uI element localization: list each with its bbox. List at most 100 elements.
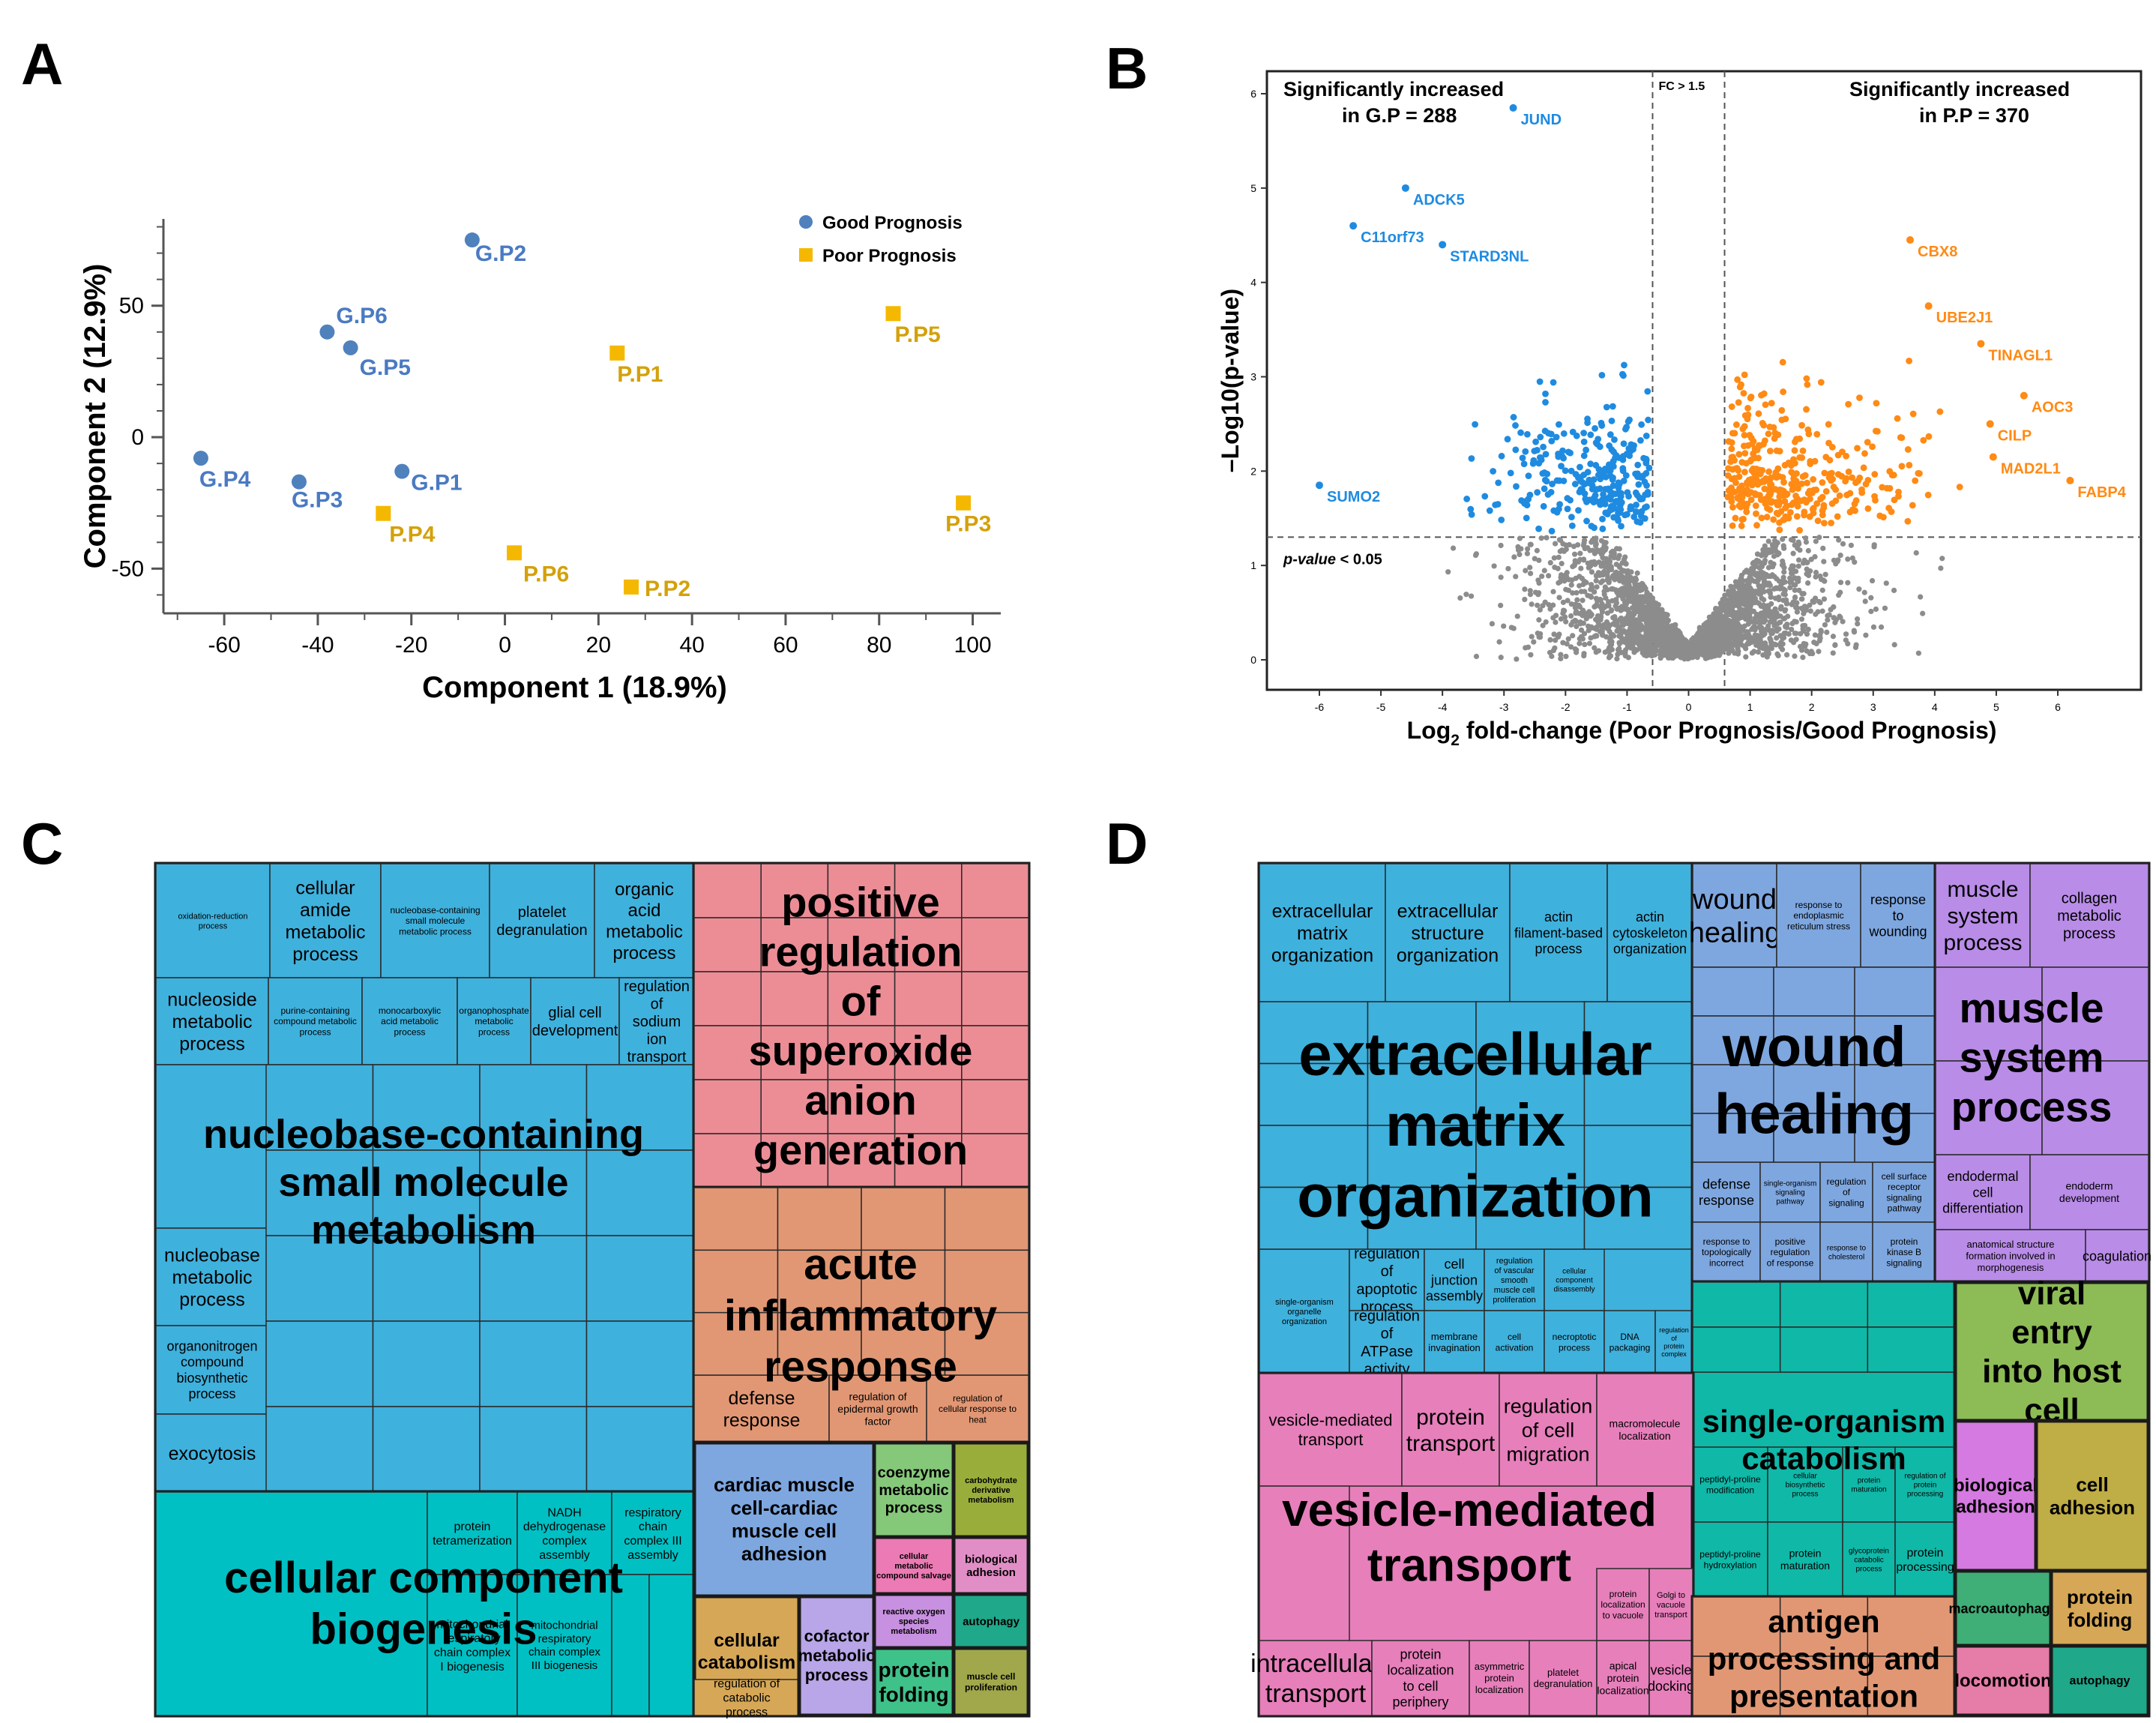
point-up [1799, 447, 1807, 454]
point-down [1560, 430, 1568, 437]
term-cell [1842, 1521, 1896, 1598]
point-ns [1661, 622, 1668, 628]
point-ns [1670, 648, 1676, 654]
point-down [1640, 454, 1647, 462]
point-ns [1560, 640, 1566, 646]
term-label-line: NADH [547, 1506, 581, 1519]
point-ns [1705, 640, 1711, 646]
term-label: cell activation [1496, 1332, 1534, 1353]
term-label-line: dehydrogenase [523, 1521, 606, 1533]
point-ns [1816, 649, 1822, 655]
term-label-line: catabolic [1854, 1557, 1883, 1565]
point-down [1544, 470, 1551, 478]
gene-point [1401, 184, 1409, 192]
point-ns [1581, 652, 1587, 659]
term-label-line: process [885, 1500, 943, 1517]
term-label-line: migration [1506, 1443, 1589, 1465]
point-ns [1616, 556, 1621, 562]
point-ns [1555, 565, 1561, 571]
point-ns [1819, 608, 1825, 614]
x-axis-title-sub: 2 [1451, 732, 1460, 749]
term-label-line: to vacuole [1603, 1610, 1644, 1620]
term-label: asymmetric protein localization [1475, 1661, 1525, 1695]
point-ns [1913, 550, 1919, 556]
term-label: response to topologically incorrect [1702, 1236, 1751, 1268]
point-ns [1672, 653, 1678, 659]
term-label-line: species [899, 1617, 929, 1626]
point-down [1616, 491, 1624, 499]
point-ns [1748, 577, 1754, 583]
term-label-line: muscle cell [1494, 1286, 1535, 1295]
point-ns [1525, 644, 1532, 650]
point-up [1909, 502, 1916, 509]
point-ns [1525, 546, 1531, 552]
point-ns [1654, 604, 1660, 610]
point-ns [1618, 615, 1624, 622]
x-tick-label: 6 [2055, 701, 2061, 713]
point-ns [1617, 570, 1623, 576]
point-ns [1632, 580, 1638, 586]
point-up [1813, 500, 1821, 508]
point-up [1925, 433, 1933, 440]
point-ns [1918, 594, 1924, 600]
term-label-line: regulation of [714, 1678, 780, 1691]
point-up [1750, 450, 1757, 457]
term-cell [760, 1079, 829, 1134]
term-label: single-organism organelle organization [1275, 1298, 1334, 1326]
point-up [1820, 502, 1828, 509]
point-up [1956, 484, 1963, 490]
point-ns [1725, 646, 1731, 652]
term-label-line: autophagy [2070, 1675, 2131, 1688]
term-label-line: regulation [1504, 1395, 1593, 1418]
point-ns [1720, 596, 1726, 603]
term-label-line: muscle [1947, 877, 2018, 902]
point-down [1564, 505, 1571, 513]
point-ns [1656, 617, 1662, 623]
group-block [872, 1535, 956, 1596]
point-ns [1498, 602, 1504, 609]
point-ns [1572, 646, 1578, 652]
term-label: peptidyl-proline modification [1699, 1474, 1761, 1495]
point-up [1770, 516, 1777, 523]
point-down [1481, 493, 1489, 500]
term-label-line: protein [1789, 1548, 1822, 1560]
x-tick-label: -6 [1315, 701, 1325, 713]
term-cell [827, 863, 896, 918]
point-ns [1753, 557, 1760, 564]
point-ns [1572, 558, 1578, 564]
point-ns [1781, 631, 1787, 637]
term-cell [1367, 1125, 1477, 1188]
term-label-line: muscle cell [967, 1671, 1016, 1682]
point-ns [1678, 652, 1684, 658]
term-label-line: modification [1706, 1485, 1754, 1495]
term-label-line: metabolic [879, 1482, 948, 1499]
term-label-line: membrane [1431, 1331, 1478, 1342]
point-ns [1559, 547, 1565, 553]
point-down [1498, 517, 1505, 523]
point-ns [1803, 607, 1809, 613]
term-label-line: collagen [2062, 890, 2118, 906]
gene-label: SUMO2 [1327, 489, 1380, 505]
point-down [1542, 399, 1549, 406]
term-label-line: nucleobase-containing [390, 905, 480, 915]
point-up [1864, 477, 1872, 484]
point-down [1580, 438, 1588, 445]
term-cell [2085, 1229, 2149, 1283]
term-label: vesicle docking [1648, 1663, 1694, 1694]
point-ns [1624, 568, 1631, 574]
point-up [1738, 522, 1745, 529]
point-ns [1543, 619, 1549, 625]
point-ns [1723, 616, 1729, 622]
point-ns [1665, 653, 1671, 659]
term-label: actin cytoskeleton organization [1613, 909, 1687, 956]
term-label-line: regulation [1659, 1326, 1689, 1334]
x-tick-label: 2 [1809, 701, 1815, 713]
point-ns [1524, 550, 1530, 556]
point-down [1638, 421, 1645, 428]
term-label-line: of response [1767, 1257, 1814, 1268]
point-down [1567, 449, 1574, 457]
group-label: antigen processing and presentation [1708, 1604, 1940, 1713]
term-cell [894, 971, 963, 1026]
x-tick-label: 5 [1993, 701, 1999, 713]
point-ns [1614, 606, 1620, 612]
